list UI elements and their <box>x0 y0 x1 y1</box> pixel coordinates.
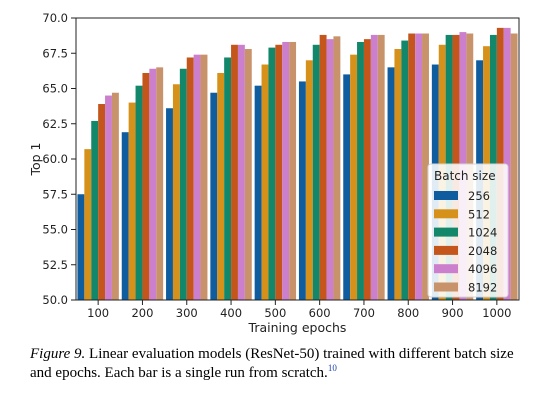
legend-swatch <box>434 264 458 274</box>
bar <box>156 67 164 300</box>
bar <box>370 34 378 301</box>
bar <box>200 54 208 300</box>
legend: Batch size 256 512 1024 2048 4096 8192 <box>427 163 509 298</box>
y-tick-label: 67.5 <box>42 46 68 60</box>
bar <box>282 41 290 300</box>
x-tick-label: 1000 <box>482 306 511 320</box>
caption-label: Figure 9. <box>30 346 86 362</box>
legend-entry-label: 1024 <box>468 226 497 240</box>
y-tick-label: 57.5 <box>42 187 68 201</box>
x-tick-label: 300 <box>176 306 198 320</box>
bar <box>326 39 334 301</box>
bar <box>363 39 371 301</box>
bar <box>237 44 245 300</box>
x-tick-label: 500 <box>264 306 286 320</box>
bar <box>350 54 358 300</box>
bar <box>261 64 269 300</box>
x-tick-label: 900 <box>442 306 464 320</box>
bar <box>121 132 129 300</box>
bar <box>422 33 429 300</box>
legend-entry-label: 256 <box>468 189 490 203</box>
bar <box>91 120 99 301</box>
y-tick-label: 55.0 <box>42 223 68 237</box>
legend-swatch <box>434 209 458 219</box>
bar <box>224 57 232 301</box>
bar <box>408 33 416 300</box>
bar <box>401 40 409 301</box>
y-tick-label: 52.5 <box>42 258 68 272</box>
y-axis: 50.0 52.5 55.0 57.5 60.0 62.5 65.0 67.5 70.0 <box>42 11 76 307</box>
legend-swatch <box>434 282 458 292</box>
bar <box>357 41 364 300</box>
bar <box>298 81 306 300</box>
legend-entry-label: 8192 <box>468 281 497 295</box>
bar <box>84 149 92 300</box>
bar <box>503 27 511 301</box>
figure-caption: Figure 9. Linear evaluation models (ResN… <box>30 345 530 383</box>
bar <box>105 95 112 300</box>
legend-swatch <box>434 227 458 237</box>
y-tick-label: 60.0 <box>42 152 68 166</box>
bar <box>289 41 297 300</box>
legend-swatch <box>434 191 458 200</box>
x-tick-label: 700 <box>353 306 375 320</box>
x-axis: 100 200 300 400 500 600 700 800 900 1000 <box>87 300 511 320</box>
caption-text: Linear evaluation models (ResNet-50) tra… <box>30 346 514 381</box>
bar <box>111 92 119 300</box>
bar <box>166 108 173 301</box>
bar <box>312 44 320 300</box>
x-tick-label: 200 <box>131 306 153 320</box>
y-tick-label: 65.0 <box>42 82 68 96</box>
bar <box>343 74 351 301</box>
bar <box>415 33 423 300</box>
bar <box>77 194 85 300</box>
bar <box>142 72 150 301</box>
bar <box>305 60 313 300</box>
legend-entry-label: 2048 <box>468 244 497 258</box>
bar <box>128 102 136 300</box>
y-tick-label: 50.0 <box>42 293 68 307</box>
bar <box>135 85 143 301</box>
x-tick-label: 100 <box>87 306 109 320</box>
legend-title: Batch size <box>434 169 496 183</box>
y-axis-title: Top 1 <box>28 142 43 176</box>
x-tick-label: 800 <box>397 306 419 320</box>
bar <box>210 92 218 300</box>
bar <box>231 44 238 300</box>
bar-chart: 50.0 52.5 55.0 57.5 60.0 62.5 65.0 67.5 70.0 100… <box>28 11 520 335</box>
x-tick-label: 400 <box>220 306 242 320</box>
bar <box>275 44 283 300</box>
bar <box>319 34 327 301</box>
bar <box>333 36 341 301</box>
bar <box>98 104 106 300</box>
x-tick-label: 600 <box>309 306 331 320</box>
y-tick-label: 62.5 <box>42 117 68 131</box>
bar <box>179 68 187 300</box>
x-axis-title: Training epochs <box>248 320 347 335</box>
legend-swatch <box>434 245 458 255</box>
bar <box>268 47 276 300</box>
y-tick-label: 70.0 <box>42 11 68 25</box>
legend-items: 256 512 1024 2048 4096 8192 <box>434 189 497 295</box>
bar <box>186 57 194 301</box>
bar <box>244 49 252 300</box>
bar <box>193 54 201 300</box>
bar <box>172 84 180 301</box>
bar <box>394 49 402 300</box>
legend-entry-label: 4096 <box>468 262 497 276</box>
bar <box>149 68 157 300</box>
bar <box>254 85 262 301</box>
plot-frame <box>75 17 520 301</box>
bar <box>387 67 395 300</box>
legend-entry-label: 512 <box>468 207 490 221</box>
bar <box>217 72 225 301</box>
bar <box>510 33 518 300</box>
caption-footnote[interactable]: 10 <box>327 363 337 373</box>
bar <box>377 34 385 301</box>
